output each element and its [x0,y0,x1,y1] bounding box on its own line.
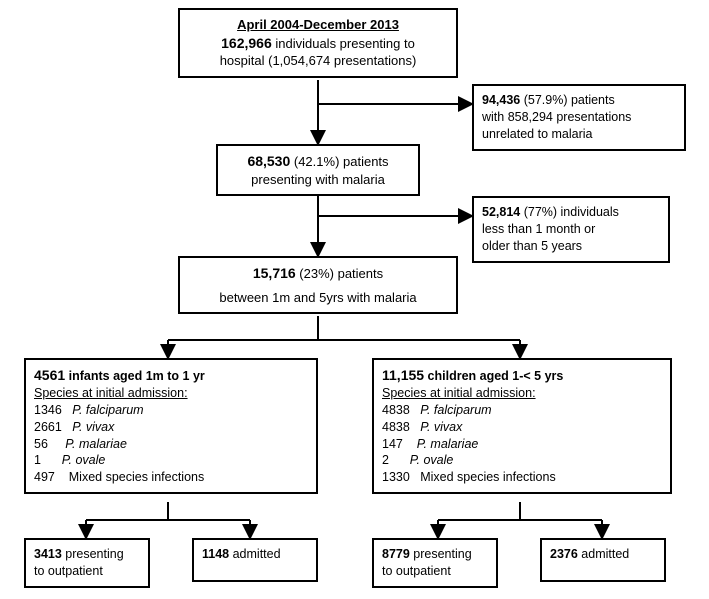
box-infants-outpatient: 3413 presenting to outpatient [24,538,150,588]
side2-l1: 52,814 (77%) individuals [482,204,660,221]
out-inf-t2: to outpatient [34,563,140,580]
species-row: 56 P. malariae [34,436,308,453]
children-title-rest: children aged 1-< 5 yrs [424,369,563,383]
adm-ch-t: admitted [578,547,629,561]
date-range: April 2004-December 2013 [188,16,448,34]
species-row: 4838 P. vivax [382,419,662,436]
out-ch-n: 8779 [382,547,410,561]
mid2-count: 15,716 [253,265,296,281]
mid1-l2: presenting with malaria [226,171,410,189]
box-children-outpatient: 8779 presenting to outpatient [372,538,498,588]
out-ch-t1: presenting [410,547,472,561]
children-species-list: 4838 P. falciparum4838 P. vivax147 P. ma… [382,402,662,470]
side1-pct: (57.9%) patients [520,93,615,107]
side2-pct: (77%) individuals [520,205,619,219]
side2-count: 52,814 [482,205,520,219]
side2-l2: less than 1 month or [482,221,660,238]
infants-mixed: 497 Mixed species infections [34,469,308,486]
adm-inf-l1: 1148 admitted [202,546,308,563]
adm-ch-n: 2376 [550,547,578,561]
children-mixed: 1330 Mixed species infections [382,469,662,486]
side1-l1: 94,436 (57.9%) patients [482,92,676,109]
out-inf-t1: presenting [62,547,124,561]
species-row: 4838 P. falciparum [382,402,662,419]
children-mixed-label: Mixed species infections [420,470,555,484]
box-children-admitted: 2376 admitted [540,538,666,582]
infants-mixed-n: 497 [34,470,69,484]
mid1-pct: (42.1%) patients [290,154,388,169]
box-malaria-patients: 68,530 (42.1%) patients presenting with … [216,144,420,196]
species-row: 2661 P. vivax [34,419,308,436]
infants-title: 4561 infants aged 1m to 1 yr [34,366,308,385]
out-inf-l1: 3413 presenting [34,546,140,563]
box-excluded-nonmalaria: 94,436 (57.9%) patients with 858,294 pre… [472,84,686,151]
species-row: 147 P. malariae [382,436,662,453]
species-row: 1346 P. falciparum [34,402,308,419]
box-infants: 4561 infants aged 1m to 1 yr Species at … [24,358,318,494]
box-children: 11,155 children aged 1-< 5 yrs Species a… [372,358,672,494]
species-row: 2 P. ovale [382,452,662,469]
infants-count: 4561 [34,367,65,383]
top-line2: hospital (1,054,674 presentations) [188,52,448,70]
mid2-l1: 15,716 (23%) patients [188,264,448,283]
adm-inf-n: 1148 [202,547,229,561]
top-line1: 162,966 individuals presenting to [188,34,448,53]
side1-count: 94,436 [482,93,520,107]
mid2-pct: (23%) patients [296,266,383,281]
children-count: 11,155 [382,367,424,383]
adm-inf-t: admitted [229,547,280,561]
box-age-filtered: 15,716 (23%) patients between 1m and 5yr… [178,256,458,314]
side1-l2: with 858,294 presentations [482,109,676,126]
infants-species-list: 1346 P. falciparum2661 P. vivax56 P. mal… [34,402,308,470]
side1-l3: unrelated to malaria [482,126,676,143]
infants-mixed-label: Mixed species infections [69,470,204,484]
mid1-l1: 68,530 (42.1%) patients [226,152,410,171]
mid2-l2: between 1m and 5yrs with malaria [188,289,448,307]
box-cohort-top: April 2004-December 2013 162,966 individ… [178,8,458,78]
species-row: 1 P. ovale [34,452,308,469]
infants-title-rest: infants aged 1m to 1 yr [65,369,205,383]
children-title: 11,155 children aged 1-< 5 yrs [382,366,662,385]
top-count: 162,966 [221,35,272,51]
children-mixed-n: 1330 [382,470,420,484]
adm-ch-l1: 2376 admitted [550,546,656,563]
infants-subhead: Species at initial admission: [34,385,308,402]
out-ch-l1: 8779 presenting [382,546,488,563]
box-infants-admitted: 1148 admitted [192,538,318,582]
out-inf-n: 3413 [34,547,62,561]
mid1-count: 68,530 [247,153,290,169]
top-text1: individuals presenting to [272,36,415,51]
side2-l3: older than 5 years [482,238,660,255]
out-ch-t2: to outpatient [382,563,488,580]
children-subhead: Species at initial admission: [382,385,662,402]
box-excluded-age: 52,814 (77%) individuals less than 1 mon… [472,196,670,263]
